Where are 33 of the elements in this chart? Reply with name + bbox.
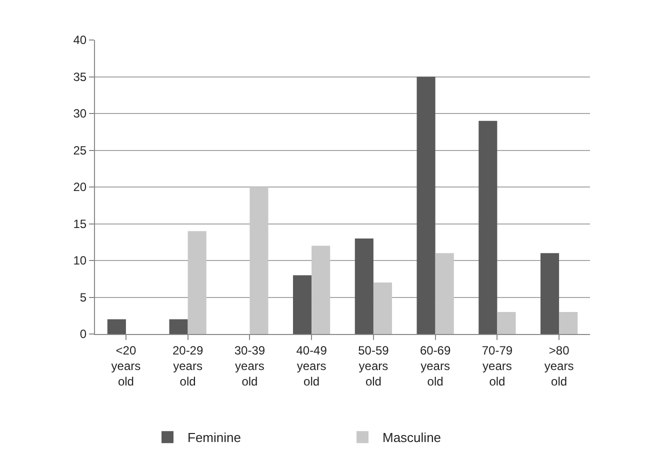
bar xyxy=(293,275,312,334)
bar xyxy=(107,319,126,334)
x-tick-label: <20 years old xyxy=(111,343,141,389)
legend-label: Feminine xyxy=(188,430,241,446)
bar xyxy=(416,76,436,334)
y-tick-label: 25 xyxy=(73,143,87,158)
y-tick-label: 30 xyxy=(73,106,87,121)
bar xyxy=(540,253,560,334)
y-tick-label: 0 xyxy=(80,327,87,342)
bar xyxy=(435,253,454,334)
x-tick-label: 30-39 years old xyxy=(234,343,266,389)
x-tick-label: 60-69 years old xyxy=(420,343,451,389)
y-tick-label: 10 xyxy=(73,254,87,268)
y-tick-label: 40 xyxy=(73,33,87,48)
bar xyxy=(188,231,206,334)
bar xyxy=(373,282,392,334)
y-tick-label: 5 xyxy=(80,290,87,304)
x-tick-label: 50-59 years old xyxy=(358,343,390,389)
bar xyxy=(497,312,516,334)
bar xyxy=(312,246,330,334)
x-tick-label: 70-79 years old xyxy=(482,343,513,389)
bar xyxy=(354,238,374,334)
y-tick-label: 35 xyxy=(73,70,87,84)
x-tick-label: 20-29 years old xyxy=(172,343,204,389)
legend-label: Masculine xyxy=(382,430,442,446)
y-tick-label: 20 xyxy=(73,180,87,194)
x-tick-label: >80 years old xyxy=(544,343,574,389)
bar xyxy=(478,120,498,334)
x-tick-label: 40-49 years old xyxy=(296,343,328,389)
bar xyxy=(169,319,188,334)
bar xyxy=(559,312,578,334)
y-tick-label: 15 xyxy=(73,216,87,231)
bar xyxy=(250,187,268,334)
